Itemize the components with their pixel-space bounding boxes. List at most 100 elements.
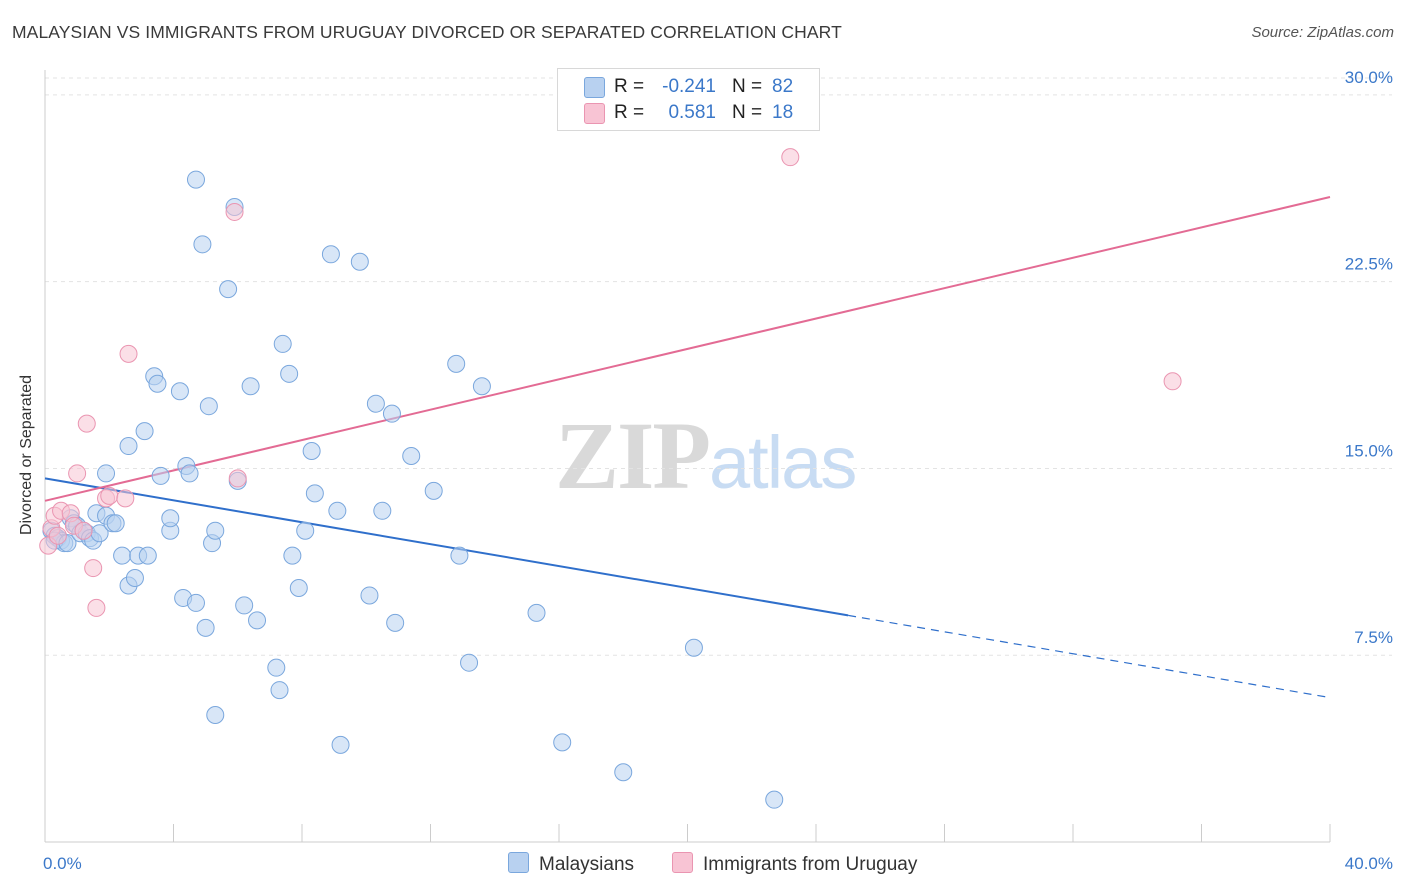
- point-malaysian: [450, 546, 469, 565]
- legend-swatch-pink: [584, 103, 605, 124]
- y-tick-label: 7.5%: [1354, 628, 1393, 647]
- point-malaysian: [219, 280, 238, 299]
- point-uruguay: [74, 521, 93, 540]
- trend-line-malaysians-extension: [848, 614, 1331, 699]
- point-malaysian: [321, 245, 340, 264]
- point-malaysian: [296, 521, 315, 540]
- legend-label-malaysians: Malaysians: [539, 854, 635, 875]
- point-malaysian: [684, 638, 703, 657]
- point-uruguay: [1163, 372, 1182, 391]
- point-malaysian: [553, 733, 572, 752]
- point-malaysian: [382, 404, 401, 423]
- point-malaysian: [289, 578, 308, 597]
- legend-swatch-blue: [508, 852, 529, 873]
- point-malaysian: [273, 334, 292, 353]
- legend-n-label: N =: [732, 102, 763, 123]
- x-tick-label: 0.0%: [43, 854, 82, 873]
- point-uruguay: [119, 344, 138, 363]
- legend-r-label: R =: [614, 76, 645, 97]
- legend-item-uruguay: Immigrants from Uruguay: [672, 852, 917, 876]
- y-axis-label: Divorced or Separated: [18, 374, 35, 536]
- point-uruguay: [225, 202, 244, 221]
- point-malaysian: [360, 586, 379, 605]
- legend-n-label: N =: [732, 76, 763, 97]
- point-uruguay: [100, 486, 119, 505]
- y-tick-label: 22.5%: [1345, 255, 1393, 274]
- point-uruguay: [87, 598, 106, 617]
- watermark-atlas: atlas: [709, 421, 857, 504]
- point-malaysian: [472, 377, 491, 396]
- x-tick-label: 40.0%: [1345, 854, 1393, 873]
- legend-n-value: 82: [772, 76, 794, 97]
- point-malaysian: [186, 170, 205, 189]
- point-malaysian: [386, 613, 405, 632]
- point-malaysian: [97, 464, 116, 483]
- point-malaysian: [302, 442, 321, 461]
- point-uruguay: [68, 464, 87, 483]
- point-malaysian: [106, 514, 125, 533]
- legend-n-value: 18: [772, 102, 794, 123]
- point-malaysian: [170, 382, 189, 401]
- axes: [44, 70, 1331, 843]
- point-malaysian: [206, 521, 225, 540]
- point-malaysian: [267, 658, 286, 677]
- point-malaysian: [151, 466, 170, 485]
- point-malaysian: [235, 596, 254, 615]
- legend-r-label: R =: [614, 102, 645, 123]
- point-malaysian: [270, 681, 289, 700]
- correlation-legend: R = -0.241 N = 82 R = 0.581 N = 18: [557, 68, 820, 131]
- point-malaysian: [366, 394, 385, 413]
- point-malaysian: [424, 481, 443, 500]
- point-malaysian: [280, 364, 299, 383]
- point-malaysian: [180, 464, 199, 483]
- point-malaysian: [765, 790, 784, 809]
- point-malaysian: [614, 763, 633, 782]
- tick-labels: 7.5% 15.0% 22.5% 30.0% 0.0% 40.0%: [43, 68, 1393, 873]
- point-malaysian: [402, 447, 421, 465]
- legend-label-uruguay: Immigrants from Uruguay: [703, 854, 918, 875]
- point-malaysian: [119, 437, 138, 456]
- point-malaysian: [186, 593, 205, 612]
- point-malaysian: [460, 653, 479, 672]
- trend-line-malaysians: [44, 477, 849, 617]
- y-tick-label: 30.0%: [1345, 68, 1393, 87]
- legend-item-malaysians: Malaysians: [508, 852, 634, 876]
- watermark-zip: ZIP: [555, 402, 711, 509]
- grid-lines: [45, 77, 1392, 656]
- point-malaysian: [350, 252, 369, 271]
- trend-line-uruguay: [44, 196, 1331, 502]
- point-malaysian: [199, 397, 218, 416]
- point-malaysian: [113, 546, 132, 565]
- data-points: [39, 148, 1182, 809]
- point-malaysian: [447, 354, 466, 373]
- point-uruguay: [781, 148, 800, 167]
- point-uruguay: [116, 489, 135, 508]
- point-malaysian: [125, 569, 144, 588]
- point-uruguay: [77, 414, 96, 433]
- legend-r-value: 0.581: [668, 102, 716, 123]
- trend-lines: [44, 196, 1331, 699]
- watermark: ZIPatlas: [555, 400, 857, 511]
- legend-r-value: -0.241: [662, 76, 716, 97]
- point-uruguay: [228, 469, 247, 488]
- legend-swatch-pink: [672, 852, 693, 873]
- chart-title: MALAYSIAN VS IMMIGRANTS FROM URUGUAY DIV…: [12, 22, 842, 42]
- point-uruguay: [84, 559, 103, 578]
- point-malaysian: [148, 374, 167, 393]
- point-malaysian: [373, 501, 392, 520]
- point-malaysian: [193, 235, 212, 254]
- point-malaysian: [161, 509, 180, 528]
- point-uruguay: [48, 526, 67, 545]
- point-malaysian: [283, 546, 302, 565]
- source-credit: Source: ZipAtlas.com: [1251, 24, 1394, 41]
- point-malaysian: [527, 603, 546, 622]
- point-malaysian: [241, 377, 260, 396]
- point-malaysian: [196, 618, 215, 637]
- point-malaysian: [138, 546, 157, 565]
- point-malaysian: [248, 611, 267, 630]
- point-malaysian: [328, 501, 347, 520]
- point-malaysian: [305, 484, 324, 503]
- point-malaysian: [135, 422, 154, 441]
- point-malaysian: [206, 705, 225, 724]
